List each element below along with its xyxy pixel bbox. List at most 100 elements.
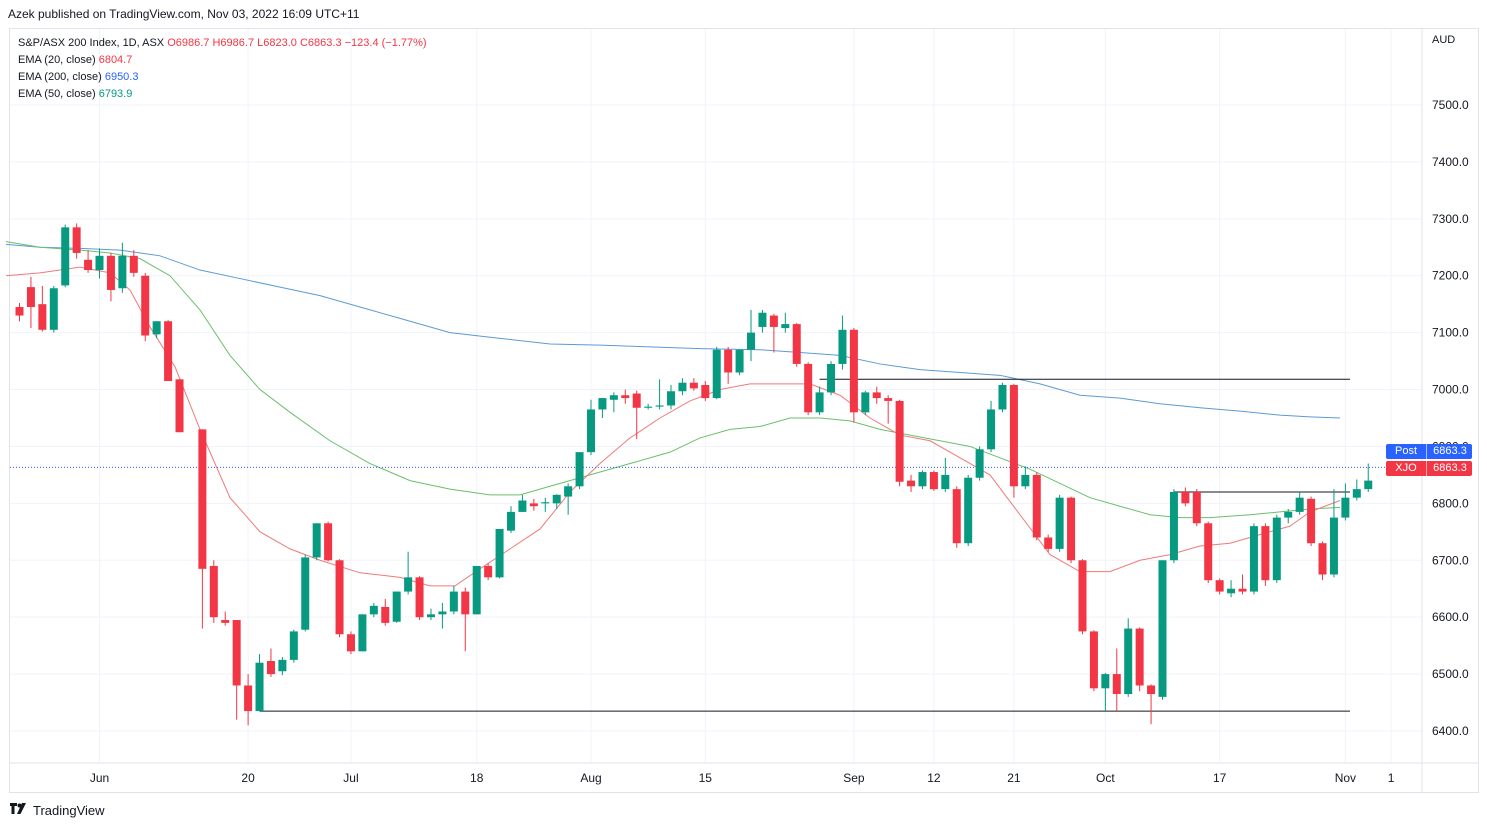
candle[interactable] (301, 554, 310, 632)
candle[interactable] (1021, 466, 1030, 490)
candle[interactable] (49, 285, 58, 333)
candle[interactable] (1181, 487, 1190, 507)
candle[interactable] (655, 379, 664, 410)
candle[interactable] (1135, 627, 1144, 692)
candle[interactable] (381, 598, 390, 626)
candle[interactable] (827, 361, 836, 396)
candle[interactable] (884, 395, 893, 424)
candle[interactable] (758, 309, 767, 333)
candle[interactable] (106, 252, 115, 302)
candle[interactable] (118, 242, 127, 293)
candle[interactable] (1169, 489, 1178, 564)
candle[interactable] (484, 563, 493, 581)
candle[interactable] (587, 399, 595, 455)
candle[interactable] (404, 551, 413, 595)
candle[interactable] (1284, 509, 1293, 524)
candle[interactable] (506, 506, 515, 533)
candle[interactable] (895, 399, 904, 487)
candle[interactable] (289, 629, 298, 663)
candle[interactable] (632, 390, 641, 440)
candle[interactable] (1124, 618, 1133, 697)
candle[interactable] (266, 648, 275, 677)
candle[interactable] (975, 446, 984, 481)
candle[interactable] (1032, 472, 1041, 541)
candle[interactable] (861, 390, 870, 416)
candle[interactable] (964, 474, 973, 547)
candle[interactable] (129, 250, 138, 277)
candle[interactable] (815, 386, 824, 416)
candle[interactable] (747, 309, 756, 362)
candle[interactable] (415, 576, 424, 621)
candle[interactable] (1341, 483, 1350, 521)
candle[interactable] (1055, 494, 1064, 552)
candle[interactable] (1318, 541, 1327, 581)
candle[interactable] (1249, 523, 1258, 595)
candle[interactable] (712, 346, 721, 400)
candle[interactable] (209, 560, 218, 623)
candle[interactable] (1307, 496, 1316, 547)
candle[interactable] (907, 474, 916, 492)
candle[interactable] (495, 528, 504, 579)
candle[interactable] (724, 346, 733, 384)
candle[interactable] (952, 486, 961, 548)
candle[interactable] (769, 313, 778, 353)
candle[interactable] (689, 378, 698, 391)
candle[interactable] (438, 602, 447, 629)
candle[interactable] (1329, 489, 1338, 578)
candle[interactable] (644, 403, 653, 410)
price-axis[interactable]: 6400.06500.06600.06700.06800.06900.07000… (1432, 98, 1469, 738)
candle[interactable] (221, 611, 230, 626)
candle[interactable] (1227, 580, 1236, 598)
candle[interactable] (1101, 672, 1110, 712)
candle[interactable] (1147, 684, 1156, 725)
candle[interactable] (518, 494, 527, 512)
candle[interactable] (1352, 479, 1361, 501)
candle[interactable] (1272, 514, 1281, 584)
candle[interactable] (609, 392, 618, 413)
candle[interactable] (369, 602, 378, 618)
candle[interactable] (449, 585, 458, 615)
candle[interactable] (849, 328, 858, 423)
candle[interactable] (312, 523, 321, 561)
candle[interactable] (15, 303, 24, 322)
candle[interactable] (26, 276, 35, 329)
ema20-legend-row[interactable]: EMA (20, close) 6804.7 (18, 52, 427, 69)
ema50-legend-row[interactable]: EMA (50, close) 6793.9 (18, 86, 427, 103)
candle[interactable] (358, 614, 367, 652)
candle[interactable] (244, 674, 253, 726)
candle[interactable] (838, 315, 847, 370)
candle[interactable] (998, 382, 1007, 413)
candle[interactable] (1238, 574, 1247, 595)
candle[interactable] (1009, 383, 1018, 498)
candle[interactable] (1364, 463, 1373, 492)
candle[interactable] (804, 362, 813, 416)
candle[interactable] (872, 386, 881, 404)
candle[interactable] (941, 457, 950, 492)
candle[interactable] (461, 587, 470, 652)
candle[interactable] (575, 452, 584, 490)
candle[interactable] (335, 559, 344, 638)
candle[interactable] (324, 521, 333, 562)
candle[interactable] (426, 608, 435, 621)
candle[interactable] (529, 498, 538, 511)
candle[interactable] (987, 400, 996, 453)
candle[interactable] (792, 322, 801, 367)
footer-brand[interactable]: TradingView (10, 800, 105, 820)
candle[interactable] (1044, 534, 1053, 552)
candle[interactable] (278, 657, 287, 676)
ema200-legend-row[interactable]: EMA (200, close) 6950.3 (18, 69, 427, 86)
candle[interactable] (472, 565, 481, 615)
candle[interactable] (1204, 521, 1213, 584)
candle[interactable] (929, 470, 938, 491)
candle[interactable] (164, 320, 173, 382)
candle[interactable] (701, 381, 710, 401)
candle[interactable] (1112, 648, 1121, 712)
candle[interactable] (541, 497, 550, 512)
candle[interactable] (84, 250, 93, 273)
candle[interactable] (346, 631, 355, 655)
candle[interactable] (152, 321, 161, 339)
candle[interactable] (735, 349, 744, 376)
candle[interactable] (1078, 559, 1087, 635)
candle[interactable] (1089, 630, 1098, 692)
